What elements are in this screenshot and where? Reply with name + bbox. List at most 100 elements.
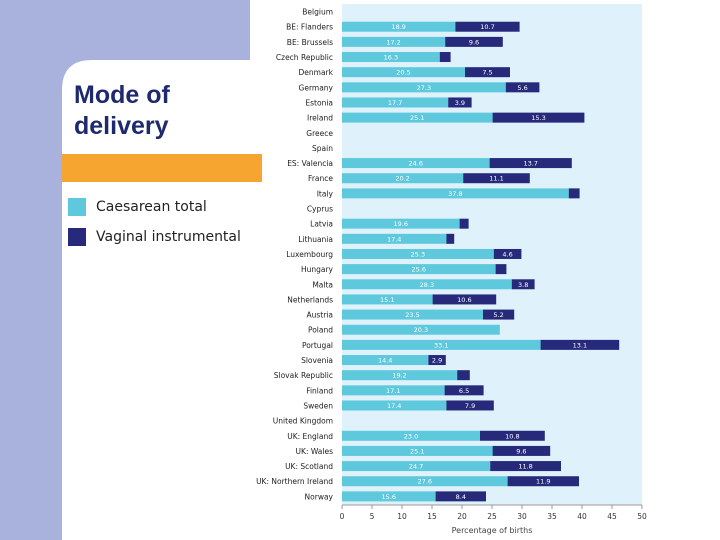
x-tick-label-40: 40 bbox=[577, 512, 587, 521]
data-label-vaginal-instrumental-uk-northern-ireland: 11.9 bbox=[536, 478, 550, 486]
category-label-czech-republic: Czech Republic bbox=[276, 53, 333, 62]
x-tick-label-15: 15 bbox=[427, 512, 437, 521]
data-label-vaginal-instrumental-uk-scotland: 11.8 bbox=[518, 463, 532, 471]
bar-vaginal-instrumental-denmark bbox=[465, 67, 510, 78]
category-label-denmark: Denmark bbox=[299, 68, 334, 77]
bar-caesarean-uk-england bbox=[342, 430, 480, 441]
data-label-vaginal-instrumental-netherlands: 10.6 bbox=[457, 296, 471, 304]
bar-vaginal-instrumental-uk-wales bbox=[492, 445, 551, 456]
data-label-caesarean-latvia: 19.6 bbox=[394, 220, 408, 228]
bar-caesarean-norway bbox=[342, 491, 436, 502]
data-label-caesarean-austria: 23.5 bbox=[405, 311, 419, 319]
data-label-caesarean-slovenia: 14.4 bbox=[378, 357, 392, 365]
data-label-caesarean-slovak-republic: 19.2 bbox=[392, 372, 406, 380]
bar-caesarean-france bbox=[342, 173, 464, 184]
data-label-caesarean-hungary: 25.6 bbox=[412, 266, 426, 274]
category-label-uk-scotland: UK: Scotland bbox=[285, 462, 333, 471]
legend-label-caesarean: Caesarean total bbox=[96, 199, 207, 215]
category-label-be-brussels: BE: Brussels bbox=[287, 38, 333, 47]
legend-swatch-caesarean bbox=[68, 198, 86, 216]
data-label-vaginal-instrumental-slovenia: 2.9 bbox=[432, 357, 442, 365]
bar-vaginal-instrumental-norway bbox=[435, 491, 486, 502]
bar-caesarean-latvia bbox=[342, 218, 460, 229]
data-label-caesarean-netherlands: 15.1 bbox=[380, 296, 394, 304]
x-tick-label-20: 20 bbox=[457, 512, 467, 521]
bar-vaginal-instrumental-hungary bbox=[495, 264, 507, 275]
legend-item-vaginal-instrumental: Vaginal instrumental bbox=[68, 222, 241, 252]
data-label-vaginal-instrumental-uk-wales: 9.6 bbox=[516, 447, 526, 455]
bars-group: 18.9 10.7 17.2 9.6 16.3 20.5 7.5 27.3 5.6 17.7 3.9… bbox=[342, 21, 620, 502]
data-label-vaginal-instrumental-finland: 6.5 bbox=[459, 387, 469, 395]
bar-caesarean-be-flanders bbox=[342, 21, 456, 32]
data-label-caesarean-uk-northern-ireland: 27.6 bbox=[418, 478, 432, 486]
bar-vaginal-instrumental-luxembourg bbox=[493, 248, 522, 259]
legend-item-caesarean: Caesarean total bbox=[68, 192, 241, 222]
slide-title: Mode of delivery bbox=[74, 81, 170, 140]
x-tick-label-0: 0 bbox=[340, 512, 345, 521]
data-label-vaginal-instrumental-be-flanders: 10.7 bbox=[480, 23, 494, 31]
bar-vaginal-instrumental-finland bbox=[444, 385, 484, 396]
data-label-caesarean-uk-scotland: 24.7 bbox=[409, 463, 423, 471]
data-label-caesarean-ireland: 25.1 bbox=[410, 114, 424, 122]
bar-vaginal-instrumental-be-brussels bbox=[445, 36, 503, 47]
data-label-caesarean-italy: 37.8 bbox=[448, 190, 462, 198]
data-label-caesarean-france: 20.2 bbox=[395, 175, 409, 183]
bar-caesarean-portugal bbox=[342, 339, 541, 350]
data-label-caesarean-poland: 20.3 bbox=[414, 326, 428, 334]
x-tick-label-35: 35 bbox=[547, 512, 557, 521]
bar-vaginal-instrumental-austria bbox=[483, 309, 515, 320]
bar-caesarean-slovak-republic bbox=[342, 370, 458, 381]
data-label-caesarean-germany: 27.3 bbox=[417, 84, 431, 92]
bar-vaginal-instrumental-slovenia bbox=[428, 355, 446, 366]
bar-vaginal-instrumental-latvia bbox=[459, 218, 469, 229]
x-tick-label-30: 30 bbox=[517, 512, 527, 521]
data-label-caesarean-be-brussels: 17.2 bbox=[386, 38, 400, 46]
bar-caesarean-denmark bbox=[342, 67, 465, 78]
category-labels: Belgium BE: Flanders BE: Brussels Czech Rep… bbox=[256, 8, 334, 502]
bar-vaginal-instrumental-czech-republic bbox=[439, 52, 451, 63]
data-label-caesarean-malta: 28.3 bbox=[420, 281, 434, 289]
bar-vaginal-instrumental-germany bbox=[505, 82, 540, 93]
bar-vaginal-instrumental-slovak-republic bbox=[457, 370, 470, 381]
bar-vaginal-instrumental-ireland bbox=[492, 112, 585, 123]
category-label-sweden: Sweden bbox=[303, 401, 333, 410]
data-label-caesarean-luxembourg: 25.3 bbox=[411, 250, 425, 258]
bar-caesarean-uk-scotland bbox=[342, 461, 491, 472]
data-label-caesarean-sweden: 17.4 bbox=[387, 402, 401, 410]
legend-label-vaginal-instrumental: Vaginal instrumental bbox=[96, 229, 241, 245]
bar-caesarean-hungary bbox=[342, 264, 496, 275]
bar-caesarean-czech-republic bbox=[342, 52, 440, 63]
bar-caesarean-sweden bbox=[342, 400, 447, 411]
category-label-france: France bbox=[308, 174, 333, 183]
category-label-latvia: Latvia bbox=[310, 220, 333, 229]
data-label-caesarean-uk-england: 23.0 bbox=[404, 432, 418, 440]
data-label-caesarean-be-flanders: 18.9 bbox=[391, 23, 405, 31]
data-label-vaginal-instrumental-estonia: 3.9 bbox=[455, 99, 465, 107]
category-label-hungary: Hungary bbox=[301, 265, 334, 274]
data-label-vaginal-instrumental-portugal: 13.1 bbox=[573, 341, 587, 349]
bar-caesarean-finland bbox=[342, 385, 445, 396]
category-label-lithuania: Lithuania bbox=[298, 235, 333, 244]
bar-vaginal-instrumental-estonia bbox=[448, 97, 472, 108]
bar-caesarean-uk-northern-ireland bbox=[342, 476, 508, 487]
category-label-uk-wales: UK: Wales bbox=[296, 447, 334, 456]
data-label-vaginal-instrumental-es-valencia: 13.7 bbox=[523, 160, 537, 168]
bar-caesarean-ireland bbox=[342, 112, 493, 123]
category-label-austria: Austria bbox=[307, 311, 334, 320]
data-label-caesarean-portugal: 33.1 bbox=[434, 341, 448, 349]
bar-caesarean-be-brussels bbox=[342, 36, 446, 47]
data-label-caesarean-uk-wales: 25.1 bbox=[410, 447, 424, 455]
data-label-vaginal-instrumental-norway: 8.4 bbox=[456, 493, 466, 501]
data-label-caesarean-denmark: 20.5 bbox=[396, 69, 410, 77]
x-axis-ticks: 0 5 10 15 20 25 30 35 40 45 50 bbox=[340, 505, 647, 521]
bar-caesarean-estonia bbox=[342, 97, 449, 108]
bar-vaginal-instrumental-be-flanders bbox=[455, 21, 520, 32]
category-label-greece: Greece bbox=[306, 129, 333, 138]
category-label-belgium: Belgium bbox=[302, 8, 333, 17]
data-label-vaginal-instrumental-ireland: 15.3 bbox=[531, 114, 545, 122]
bar-vaginal-instrumental-es-valencia bbox=[489, 158, 572, 169]
bar-vaginal-instrumental-uk-scotland bbox=[490, 461, 561, 472]
data-label-vaginal-instrumental-france: 11.1 bbox=[489, 175, 503, 183]
bar-caesarean-lithuania bbox=[342, 233, 447, 244]
data-label-vaginal-instrumental-be-brussels: 9.6 bbox=[469, 38, 479, 46]
